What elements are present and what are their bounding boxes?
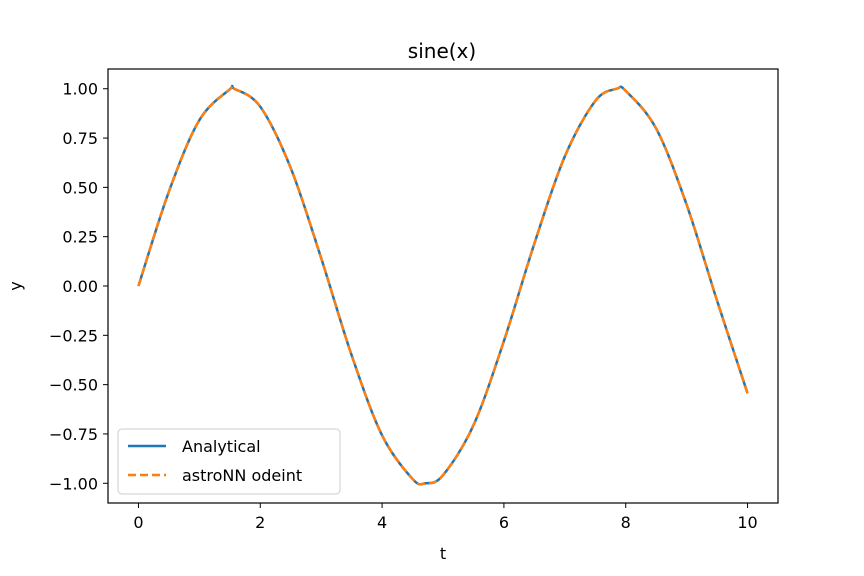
series-line-analytical bbox=[137, 84, 749, 486]
series-line-astronn-odeint bbox=[137, 84, 749, 486]
y-tick-label: 0.75 bbox=[62, 129, 98, 148]
y-tick-label: 0.25 bbox=[62, 228, 98, 247]
y-tick-label: −0.75 bbox=[49, 425, 98, 444]
x-axis-label: t bbox=[440, 544, 446, 563]
legend-box bbox=[117, 428, 341, 495]
y-tick-label: 1.00 bbox=[62, 80, 98, 99]
y-axis-label: y bbox=[6, 281, 25, 290]
y-tick-label: 0.00 bbox=[62, 277, 98, 296]
x-tick-label: 8 bbox=[621, 513, 631, 532]
y-tick-label: −0.50 bbox=[49, 376, 98, 395]
chart-title: sine(x) bbox=[408, 39, 476, 63]
x-axis: 0 2 4 6 8 10 bbox=[133, 503, 758, 532]
x-tick-label: 4 bbox=[377, 513, 387, 532]
y-tick-label: 0.50 bbox=[62, 178, 98, 197]
x-tick-label: 2 bbox=[255, 513, 265, 532]
x-tick-label: 10 bbox=[737, 513, 757, 532]
x-tick-label: 6 bbox=[499, 513, 509, 532]
y-axis: 1.00 0.75 0.50 0.25 0.00 −0.25 −0.50 −0.75 −1.00 bbox=[49, 80, 108, 493]
y-tick-label: −0.25 bbox=[49, 326, 98, 345]
x-tick-label: 0 bbox=[133, 513, 143, 532]
series-layer bbox=[137, 84, 749, 486]
legend: Analytical astroNN odeint bbox=[117, 428, 341, 495]
legend-label-analytical: Analytical bbox=[182, 437, 261, 456]
legend-label-astronn-odeint: astroNN odeint bbox=[182, 466, 302, 485]
y-tick-label: −1.00 bbox=[49, 474, 98, 493]
